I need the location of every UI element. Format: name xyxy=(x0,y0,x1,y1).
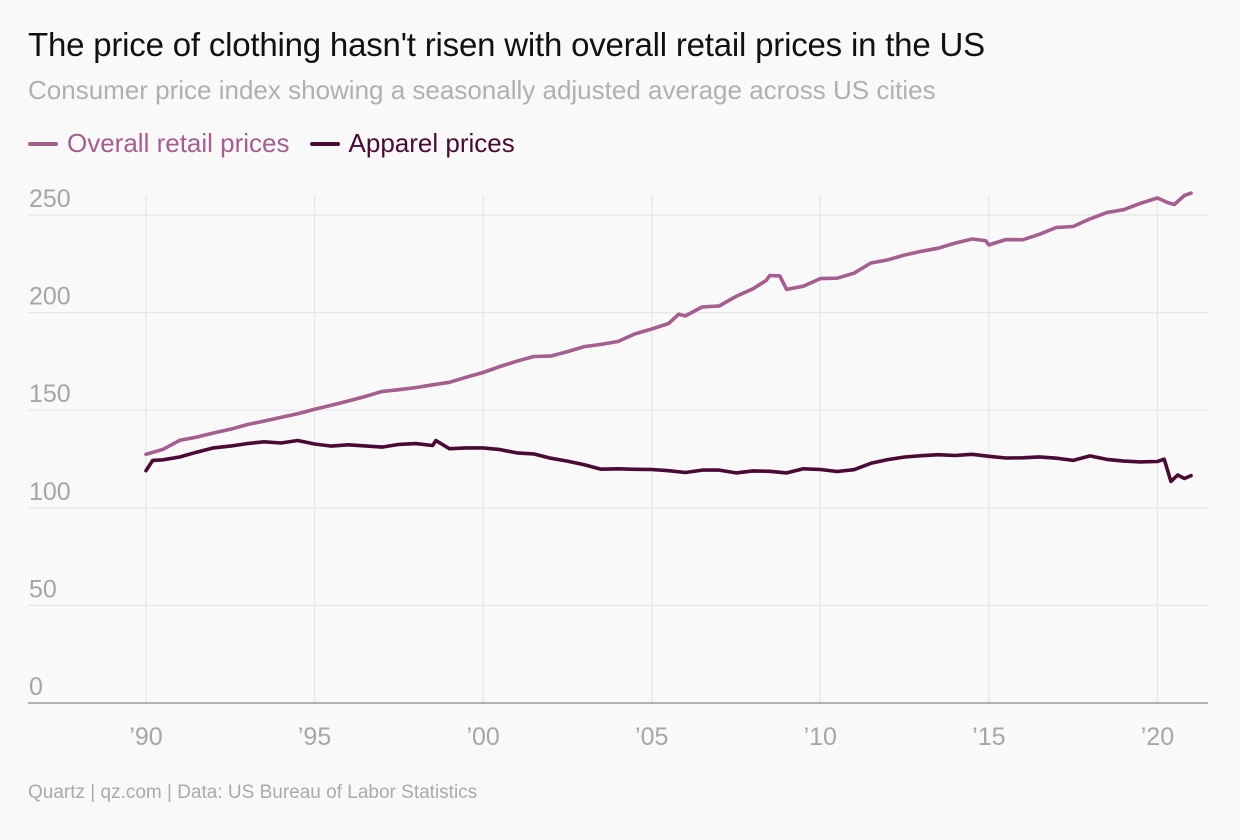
series-line-overall-retail-prices xyxy=(144,191,1193,457)
y-tick-label: 200 xyxy=(29,283,71,311)
x-tick-label: ’00 xyxy=(466,723,499,751)
chart-title: The price of clothing hasn't risen with … xyxy=(28,26,985,63)
series-line-apparel-prices xyxy=(144,438,1193,484)
legend-swatch-overall xyxy=(28,141,58,146)
y-tick-label: 150 xyxy=(29,380,71,408)
axis-layer: 0 50 100 150 200 250 ’90 ’95 ’00 ’05 ’10 ’15 ’20 xyxy=(28,185,1208,751)
series-layer xyxy=(144,191,1193,484)
source-note: Quartz | qz.com | Data: US Bureau of Lab… xyxy=(28,782,478,803)
y-tick-label: 50 xyxy=(29,575,57,603)
legend: Overall retail prices Apparel prices xyxy=(28,128,535,159)
x-tick-label: ’95 xyxy=(298,723,331,751)
y-tick-label: 250 xyxy=(29,185,71,213)
legend-swatch-apparel xyxy=(309,141,340,146)
x-tick-label: ’05 xyxy=(635,723,668,751)
x-tick-label: ’15 xyxy=(972,723,1005,751)
legend-label-overall: Overall retail prices xyxy=(67,128,290,158)
legend-label-apparel: Apparel prices xyxy=(348,128,515,158)
legend-item-apparel: Apparel prices xyxy=(309,128,515,159)
x-tick-label: ’90 xyxy=(129,723,162,751)
x-tick-label: ’20 xyxy=(1141,723,1174,751)
x-tick-label: ’10 xyxy=(804,723,837,751)
chart-subtitle: Consumer price index showing a seasonall… xyxy=(28,75,936,105)
line-chart: 0 50 100 150 200 250 ’90 ’95 ’00 ’05 ’10 ’15 ’20 xyxy=(28,185,1208,751)
y-tick-label: 0 xyxy=(29,673,43,701)
y-tick-label: 100 xyxy=(29,478,71,506)
legend-item-overall: Overall retail prices xyxy=(28,128,290,159)
